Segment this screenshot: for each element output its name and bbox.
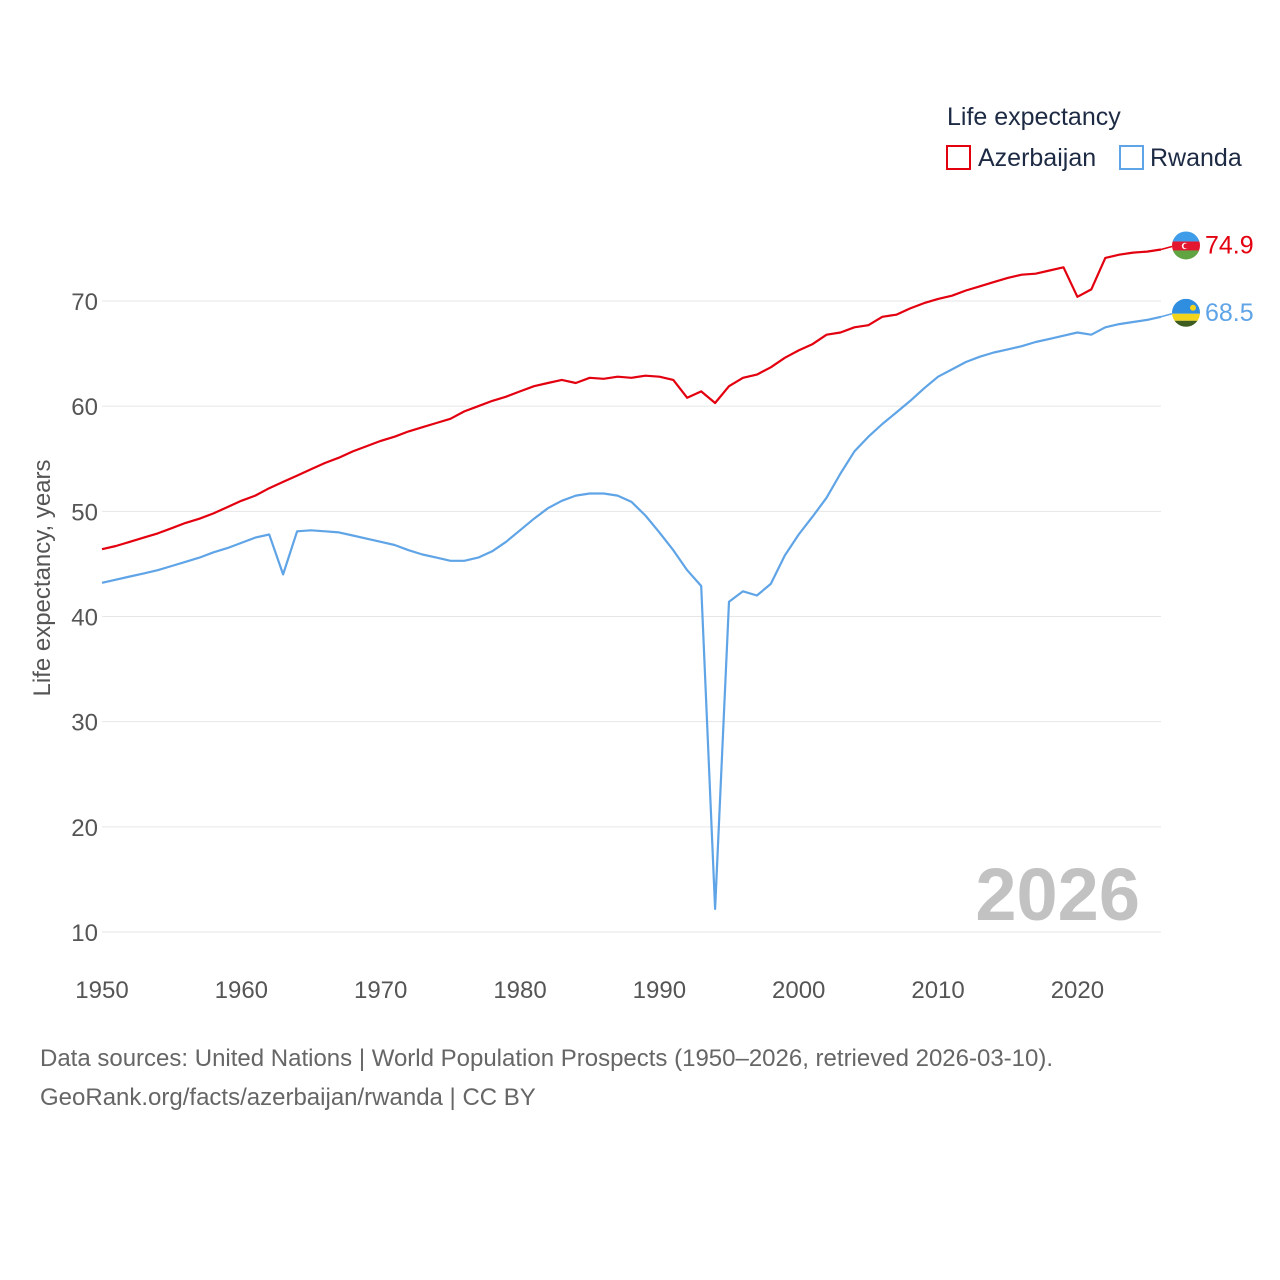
- y-axis-ticks: 10 20 30 40 50 60 70: [71, 289, 98, 947]
- azerbaijan-end-value: 74.9: [1205, 231, 1254, 259]
- source-line-1: Data sources: United Nations | World Pop…: [40, 1045, 1054, 1072]
- legend-title: Life expectancy: [947, 103, 1121, 131]
- legend-swatch-azerbaijan: [946, 145, 971, 170]
- x-axis-ticks: 1950 1960 1970 1980 1990 2000 2010 2020: [75, 977, 1104, 1004]
- y-tick-20: 20: [71, 815, 98, 842]
- x-tick-1970: 1970: [354, 977, 407, 1004]
- end-connector-rwanda: [1160, 313, 1173, 318]
- legend-label-rwanda: Rwanda: [1150, 144, 1242, 172]
- legend-label-azerbaijan: Azerbaijan: [978, 144, 1096, 172]
- y-axis-label: Life expectancy, years: [29, 459, 56, 696]
- y-tick-60: 60: [71, 394, 98, 421]
- end-connector-azerbaijan: [1160, 245, 1173, 251]
- legend-item-azerbaijan[interactable]: Azerbaijan: [946, 144, 1096, 172]
- y-tick-10: 10: [71, 920, 98, 947]
- x-tick-1950: 1950: [75, 977, 128, 1004]
- legend-swatch-rwanda: [1119, 145, 1144, 170]
- x-tick-1980: 1980: [493, 977, 546, 1004]
- source-line-2[interactable]: GeoRank.org/facts/azerbaijan/rwanda | CC…: [40, 1084, 536, 1111]
- legend-item-rwanda[interactable]: Rwanda: [1119, 144, 1242, 172]
- y-tick-40: 40: [71, 605, 98, 632]
- year-stamp: 2026: [975, 853, 1140, 936]
- y-tick-30: 30: [71, 710, 98, 737]
- series-line-rwanda[interactable]: [101, 315, 1162, 911]
- y-tick-50: 50: [71, 499, 98, 526]
- series-lines: [101, 245, 1173, 911]
- x-tick-2010: 2010: [911, 977, 964, 1004]
- gridlines: [102, 300, 1161, 933]
- x-tick-1960: 1960: [215, 977, 268, 1004]
- y-tick-70: 70: [71, 289, 98, 316]
- azerbaijan-flag-icon: [1172, 231, 1200, 260]
- series-line-azerbaijan[interactable]: [101, 248, 1162, 551]
- rwanda-flag-icon: [1172, 298, 1200, 327]
- x-tick-2000: 2000: [772, 977, 825, 1004]
- x-tick-2020: 2020: [1051, 977, 1104, 1004]
- rwanda-end-value: 68.5: [1205, 299, 1254, 327]
- x-tick-1990: 1990: [633, 977, 686, 1004]
